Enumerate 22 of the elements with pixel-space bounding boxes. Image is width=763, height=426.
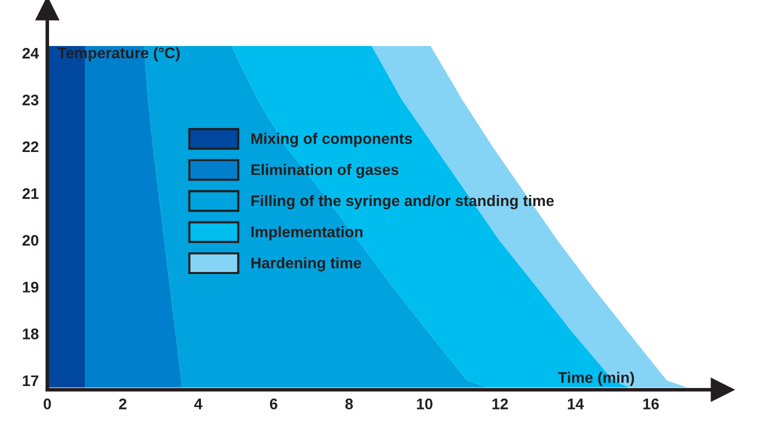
x-tick-label: 2 bbox=[119, 398, 126, 410]
x-tick-label: 0 bbox=[44, 398, 51, 410]
y-tick-label: 20 bbox=[22, 234, 38, 246]
y-tick-label: 17 bbox=[22, 375, 38, 386]
legend-label: Hardening time bbox=[251, 257, 362, 272]
y-tick-label: 18 bbox=[22, 328, 39, 340]
x-tick-label: 12 bbox=[492, 398, 508, 410]
y-tick-label: 23 bbox=[22, 94, 38, 106]
x-tick-label: 16 bbox=[643, 398, 659, 410]
y-tick-label: 19 bbox=[22, 282, 38, 293]
legend-label: Implementation bbox=[251, 226, 362, 240]
y-tick-label: 21 bbox=[22, 188, 39, 199]
x-tick-label: 4 bbox=[194, 398, 202, 410]
x-tick-label: 10 bbox=[417, 398, 432, 410]
legend-label: Mixing of components bbox=[251, 132, 412, 148]
x-tick-label: 6 bbox=[270, 398, 278, 410]
legend-label: Elimination of gases bbox=[251, 164, 398, 178]
x-tick-label: 14 bbox=[568, 398, 584, 410]
x-tick-label: 8 bbox=[345, 398, 353, 410]
y-tick-label: 22 bbox=[22, 141, 38, 152]
y-axis-title: Temperature (°C) bbox=[58, 47, 180, 62]
y-tick-label: 24 bbox=[22, 48, 39, 58]
